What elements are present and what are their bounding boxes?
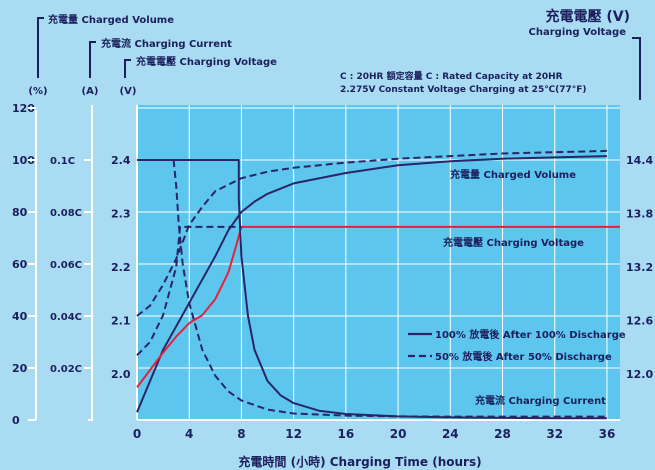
x-tick-label: 32 xyxy=(546,427,563,441)
label-charging-current: 充電流 Charging Current xyxy=(475,394,606,407)
header-charged-volume: 充電量 Charged Volume xyxy=(48,13,174,26)
percent-tick-label: 60 xyxy=(12,258,28,271)
header-charging-current: 充電流 Charging Current xyxy=(101,37,232,50)
right-voltage-tick-label: 12.6 xyxy=(626,315,653,328)
x-tick-label: 36 xyxy=(599,427,616,441)
unit-amp: (A) xyxy=(82,86,99,97)
legend-label-50: 50% 放電後 After 50% Discharge xyxy=(435,350,612,363)
x-tick-label: 24 xyxy=(442,427,459,441)
bracket-right-voltage xyxy=(632,37,641,100)
data-series xyxy=(136,149,620,420)
bracket-charging-current xyxy=(89,41,96,78)
right-voltage-tick-label: 13.8 xyxy=(626,208,653,221)
x-tick-label: 20 xyxy=(390,427,407,441)
right-axis-title-en: Charging Voltage xyxy=(529,27,627,38)
unit-volt: (V) xyxy=(120,86,137,97)
percent-tick-label: 40 xyxy=(12,310,28,323)
voltage-tick-label: 2.0 xyxy=(111,368,131,381)
current-tick-label: 0.02C xyxy=(50,364,82,375)
series-voltage-100 xyxy=(136,225,620,388)
current-tick-label: 0.04C xyxy=(50,312,82,323)
x-tick-label: 16 xyxy=(338,427,355,441)
right-voltage-tick-label: 13.2 xyxy=(626,261,653,274)
percent-tick-label: 0 xyxy=(12,414,20,427)
x-tick-label: 4 xyxy=(185,427,193,441)
bracket-charging-voltage xyxy=(124,59,131,78)
percent-tick-label: 100 xyxy=(12,154,35,167)
series-voltage-50 xyxy=(136,225,242,356)
note-rated-capacity: C : 20HR 額定容量 C : Rated Capacity at 20HR xyxy=(340,70,563,82)
percent-tick-label: 80 xyxy=(12,206,28,219)
series-current-100 xyxy=(137,159,607,420)
header-charging-voltage: 充電電壓 Charging Voltage xyxy=(136,55,277,68)
right-axis-title: 充電電壓 (V) xyxy=(545,8,630,25)
percent-tick-label: 120 xyxy=(12,102,35,115)
right-voltage-tick-label: 12.0 xyxy=(626,368,653,381)
bracket-charged-volume xyxy=(37,17,44,78)
x-tick-label: 28 xyxy=(494,427,511,441)
current-tick-label: 0.1C xyxy=(50,156,75,167)
x-axis-title: 充電時間 (小時) Charging Time (hours) xyxy=(238,454,481,469)
series-volume-100 xyxy=(136,155,607,413)
voltage-tick-label: 2.4 xyxy=(111,154,131,167)
voltage-tick-label: 2.2 xyxy=(111,261,131,274)
current-tick-label: 0.08C xyxy=(50,208,82,219)
legend-label-100: 100% 放電後 After 100% Discharge xyxy=(435,328,626,341)
label-charging-voltage: 充電電壓 Charging Voltage xyxy=(443,236,584,249)
x-tick-label: 8 xyxy=(237,427,245,441)
unit-percent: (%) xyxy=(28,86,47,97)
note-constant-voltage: 2.275V Constant Voltage Charging at 25℃(… xyxy=(340,85,587,95)
axis-tick-labels: 0 4 8 12 16 20 24 28 32 36 0 20 40 60 80 100 120 0.02C 0.0… xyxy=(12,102,653,441)
right-voltage-tick-label: 14.4 xyxy=(626,154,653,167)
series-volume-50 xyxy=(136,149,607,317)
voltage-tick-label: 2.3 xyxy=(111,208,131,221)
grid-lines xyxy=(136,105,620,421)
label-charged-volume: 充電量 Charged Volume xyxy=(450,168,576,181)
current-tick-label: 0.06C xyxy=(50,260,82,271)
voltage-tick-label: 2.1 xyxy=(111,315,131,328)
series-current-50 xyxy=(172,159,607,418)
current-axis-line xyxy=(88,105,93,421)
x-tick-label: 0 xyxy=(133,427,141,441)
legend: 100% 放電後 After 100% Discharge 50% 放電後 Af… xyxy=(408,328,626,363)
x-tick-label: 12 xyxy=(285,427,302,441)
percent-tick-label: 20 xyxy=(12,362,28,375)
